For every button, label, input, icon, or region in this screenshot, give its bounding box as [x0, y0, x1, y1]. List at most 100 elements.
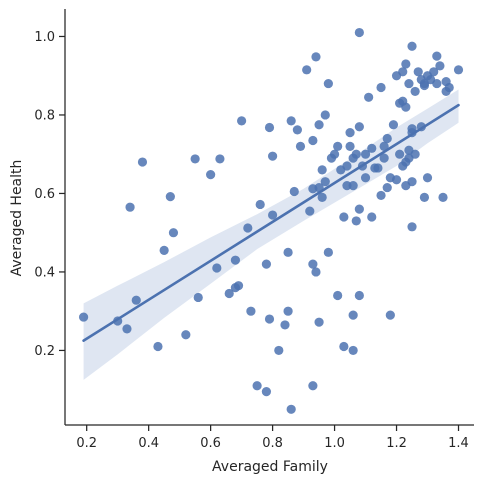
data-point: [354, 204, 364, 214]
data-point: [224, 288, 234, 299]
data-point: [252, 381, 262, 391]
data-point: [264, 122, 275, 133]
data-point: [413, 67, 423, 77]
data-point: [351, 149, 361, 159]
data-point: [379, 153, 389, 163]
data-point: [165, 191, 175, 202]
data-point: [286, 404, 296, 414]
data-point: [388, 120, 399, 130]
data-point: [385, 310, 395, 320]
data-point: [159, 245, 169, 255]
data-point: [348, 310, 358, 320]
data-point: [354, 290, 364, 301]
data-point: [354, 27, 364, 38]
data-point: [419, 80, 430, 91]
data-point: [438, 192, 448, 202]
data-point: [432, 51, 442, 61]
data-point: [367, 143, 377, 153]
data-point: [267, 151, 278, 161]
y-tick-label: 0.2: [34, 344, 55, 359]
data-point: [246, 306, 256, 316]
x-ticks: 0.2 0.4 0.6 0.8 1.0 1.2 1.4: [76, 425, 469, 451]
data-point: [230, 255, 241, 265]
data-point: [311, 52, 321, 62]
regression-layer: [82, 103, 460, 342]
data-point: [302, 65, 312, 75]
data-point: [407, 41, 417, 51]
x-axis-label: Averaged Family: [212, 459, 328, 475]
data-point: [78, 312, 89, 322]
data-point: [407, 177, 417, 187]
data-point: [348, 345, 358, 356]
data-point: [168, 228, 179, 238]
data-point: [280, 320, 290, 330]
data-point: [261, 387, 272, 397]
x-tick-label: 0.6: [200, 436, 221, 451]
data-point: [320, 177, 330, 187]
data-point: [314, 317, 324, 327]
data-point: [401, 59, 411, 69]
data-point: [367, 212, 377, 222]
data-point: [422, 173, 433, 183]
data-point: [407, 222, 417, 232]
data-point: [382, 182, 392, 193]
data-point: [292, 125, 302, 135]
data-point: [432, 78, 442, 89]
data-point: [348, 181, 358, 191]
data-point: [320, 110, 330, 120]
data-point: [190, 154, 200, 164]
data-point: [379, 141, 389, 151]
data-point: [212, 263, 222, 273]
data-point: [305, 206, 315, 216]
data-point: [376, 190, 386, 201]
data-point: [308, 135, 318, 146]
data-point: [289, 186, 299, 197]
data-point: [339, 341, 349, 352]
data-point: [255, 199, 265, 210]
data-point: [243, 223, 253, 233]
data-point: [286, 116, 296, 126]
data-point: [435, 61, 445, 71]
ci-band-layer: [83, 89, 459, 380]
data-point: [345, 128, 355, 138]
x-tick-label: 0.2: [76, 436, 97, 451]
y-axis-label: Averaged Health: [9, 160, 25, 277]
data-point: [410, 86, 420, 97]
data-point: [311, 267, 321, 277]
data-point: [333, 290, 343, 301]
data-point: [453, 65, 464, 75]
y-tick-label: 1.0: [34, 30, 55, 45]
data-point: [283, 247, 293, 257]
data-point: [407, 124, 417, 134]
x-tick-label: 1.4: [448, 436, 469, 451]
data-point: [193, 292, 203, 303]
data-point: [261, 259, 272, 269]
data-point: [206, 170, 216, 180]
regression-line: [82, 103, 460, 342]
data-point: [267, 210, 278, 220]
data-point: [391, 175, 402, 185]
data-point: [308, 381, 318, 391]
data-point: [122, 324, 132, 334]
data-point: [404, 78, 414, 89]
data-point: [329, 149, 340, 159]
data-point: [333, 141, 343, 151]
data-point: [131, 295, 141, 305]
data-point: [125, 202, 135, 212]
points-layer: [78, 27, 464, 414]
data-point: [360, 173, 371, 183]
data-point: [345, 141, 355, 151]
y-tick-label: 0.6: [34, 187, 55, 202]
x-tick-label: 1.2: [386, 436, 407, 451]
data-point: [342, 161, 352, 171]
data-point: [317, 165, 327, 175]
data-point: [215, 154, 225, 164]
data-point: [283, 306, 293, 316]
data-point: [360, 149, 371, 159]
data-point: [137, 157, 148, 167]
data-point: [429, 67, 439, 77]
data-point: [233, 281, 244, 291]
y-tick-label: 0.4: [34, 265, 55, 280]
data-point: [354, 122, 364, 132]
data-point: [295, 141, 306, 151]
